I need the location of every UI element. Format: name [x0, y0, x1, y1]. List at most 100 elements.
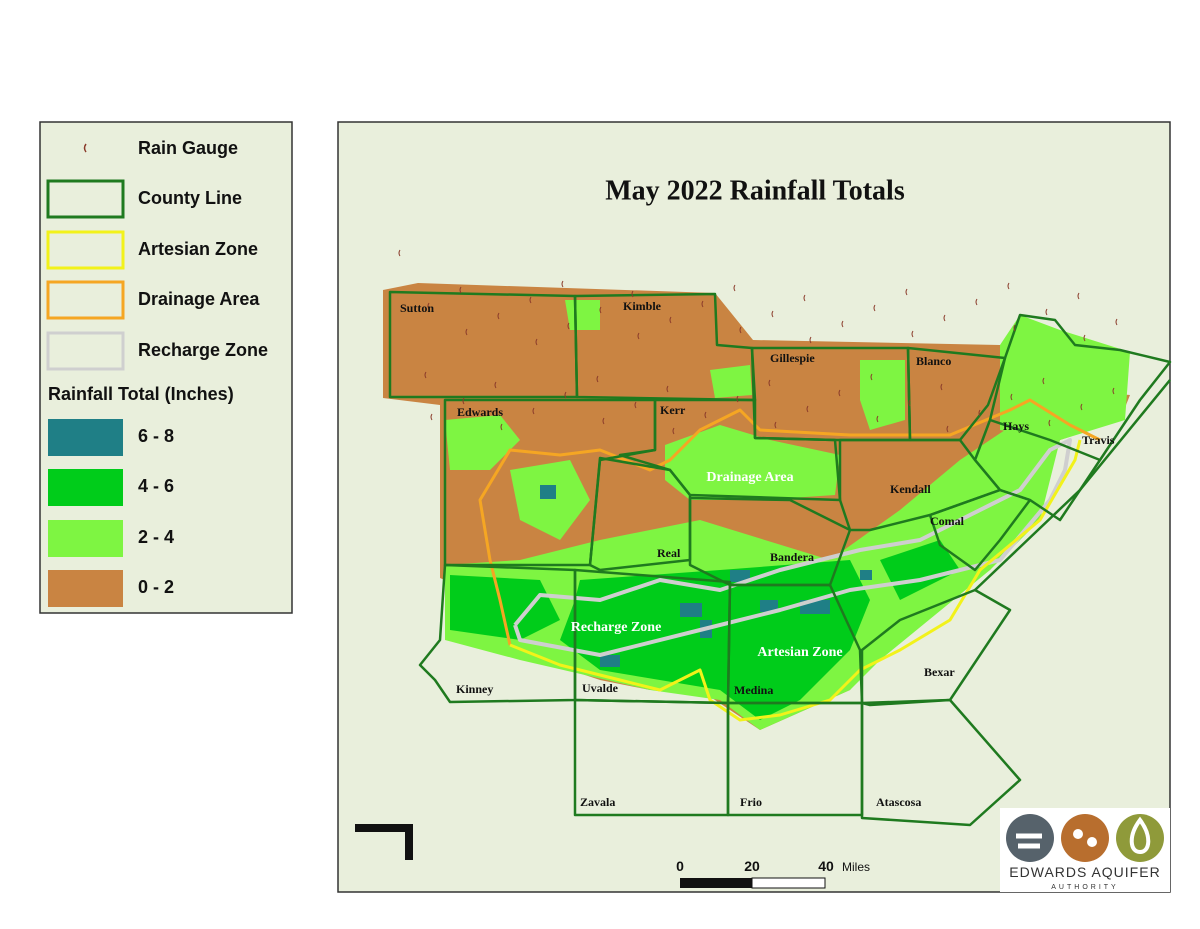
rain-gauge — [943, 314, 946, 322]
rain-gauge — [1042, 377, 1045, 385]
rain-gauge — [672, 427, 675, 435]
scale-label: 20 — [744, 858, 760, 874]
legend-symbol — [46, 179, 125, 219]
county-label: Real — [657, 546, 681, 560]
county-label: Uvalde — [582, 681, 619, 695]
county-line — [989, 418, 1101, 462]
artesian-zone-boundary — [509, 439, 1082, 722]
county-line — [974, 379, 1171, 591]
rain-gauge — [704, 411, 707, 419]
county-label: Hays — [1003, 419, 1029, 433]
logo-subtitle: AUTHORITY — [1051, 884, 1118, 891]
county-label: Zavala — [580, 795, 615, 809]
rain-gauge — [978, 409, 981, 417]
legend-swatch — [48, 520, 123, 557]
rain-gauge — [1048, 419, 1051, 427]
rainfall-area — [600, 655, 620, 667]
county-label: Medina — [734, 683, 773, 697]
county-label: Travis — [1082, 433, 1115, 447]
rain-gauge — [1083, 334, 1086, 342]
legend-swatch — [48, 570, 123, 607]
rain-gauge — [500, 423, 503, 431]
rain-gauge — [1007, 282, 1010, 290]
north-arrow — [355, 824, 413, 860]
county-label: Sutton — [400, 301, 434, 315]
scale-segment — [680, 878, 752, 888]
rainfall-area — [730, 570, 750, 582]
rain-gauge — [768, 379, 771, 387]
scale-segment — [751, 877, 826, 889]
rain-gauge — [701, 300, 704, 308]
rain-gauge — [736, 395, 739, 403]
rainfall-area — [510, 460, 590, 540]
rain-gauge — [532, 407, 535, 415]
county-label: Kerr — [660, 403, 686, 417]
rainfall-area — [665, 425, 840, 500]
rainfall-area — [760, 600, 778, 612]
legend-symbol — [46, 331, 125, 371]
rain-gauge — [873, 304, 876, 312]
legend-swatch — [48, 419, 123, 456]
scale-bar — [680, 877, 826, 889]
scale-unit: Miles — [842, 860, 870, 874]
county-label: Comal — [930, 514, 965, 528]
rain-gauge — [870, 373, 873, 381]
drainage-area-boundary — [478, 398, 1101, 646]
rain-gauge — [841, 320, 844, 328]
rainfall-area — [540, 485, 556, 499]
logo-mark — [1087, 837, 1097, 847]
rain-gauge — [733, 284, 736, 292]
rain-gauge — [634, 401, 637, 409]
legend-label: Rain Gauge — [138, 138, 238, 158]
logo-mark — [1129, 816, 1151, 855]
logo-mark — [1116, 814, 1164, 862]
county-label: Blanco — [916, 354, 951, 368]
legend-label: Artesian Zone — [138, 239, 258, 259]
rain-gauge-symbol — [83, 143, 87, 153]
legend-label: County Line — [138, 188, 242, 208]
legend-symbol — [46, 230, 125, 270]
county-label: Frio — [740, 795, 762, 809]
rain-gauge — [1045, 308, 1048, 316]
logo-mark — [1073, 829, 1083, 839]
rain-gauge — [637, 332, 640, 340]
zone-label: Artesian Zone — [757, 645, 842, 660]
county-label: Gillespie — [770, 351, 815, 365]
logo-mark — [1016, 833, 1042, 849]
rain-gauge — [806, 405, 809, 413]
rain-gauge — [838, 389, 841, 397]
county-label: Kinney — [456, 682, 493, 696]
rain-gauge — [774, 421, 777, 429]
rainfall-area — [450, 575, 560, 640]
rain-gauge — [940, 383, 943, 391]
county-label: Kendall — [890, 482, 931, 496]
county-label: Edwards — [457, 405, 503, 419]
rain-gauge — [1010, 393, 1013, 401]
rain-gauge — [494, 381, 497, 389]
county-line — [860, 588, 1012, 707]
rain-gauge — [739, 326, 742, 334]
map-title: May 2022 Rainfall Totals — [605, 175, 905, 206]
rain-gauge — [1013, 324, 1016, 332]
county-label: Kimble — [623, 299, 662, 313]
rain-gauge — [529, 296, 532, 304]
rain-gauge — [975, 298, 978, 306]
county-line — [906, 346, 1007, 442]
rain-gauge — [1115, 318, 1118, 326]
north-arrow-bar — [355, 824, 413, 832]
rain-gauge — [803, 294, 806, 302]
rain-gauge — [809, 336, 812, 344]
scale-label: 0 — [676, 858, 684, 874]
rain-gauge — [497, 312, 500, 320]
rain-gauge — [599, 306, 602, 314]
legend-label: Recharge Zone — [138, 340, 268, 360]
legend-label: 6 - 8 — [138, 426, 174, 446]
legend-symbol — [46, 280, 125, 320]
rain-gauge — [911, 330, 914, 338]
rain-gauge — [602, 417, 605, 425]
legend-swatch — [48, 469, 123, 506]
rain-gauge — [567, 322, 570, 330]
rainfall-area — [680, 603, 702, 617]
rain-gauge — [459, 286, 462, 294]
